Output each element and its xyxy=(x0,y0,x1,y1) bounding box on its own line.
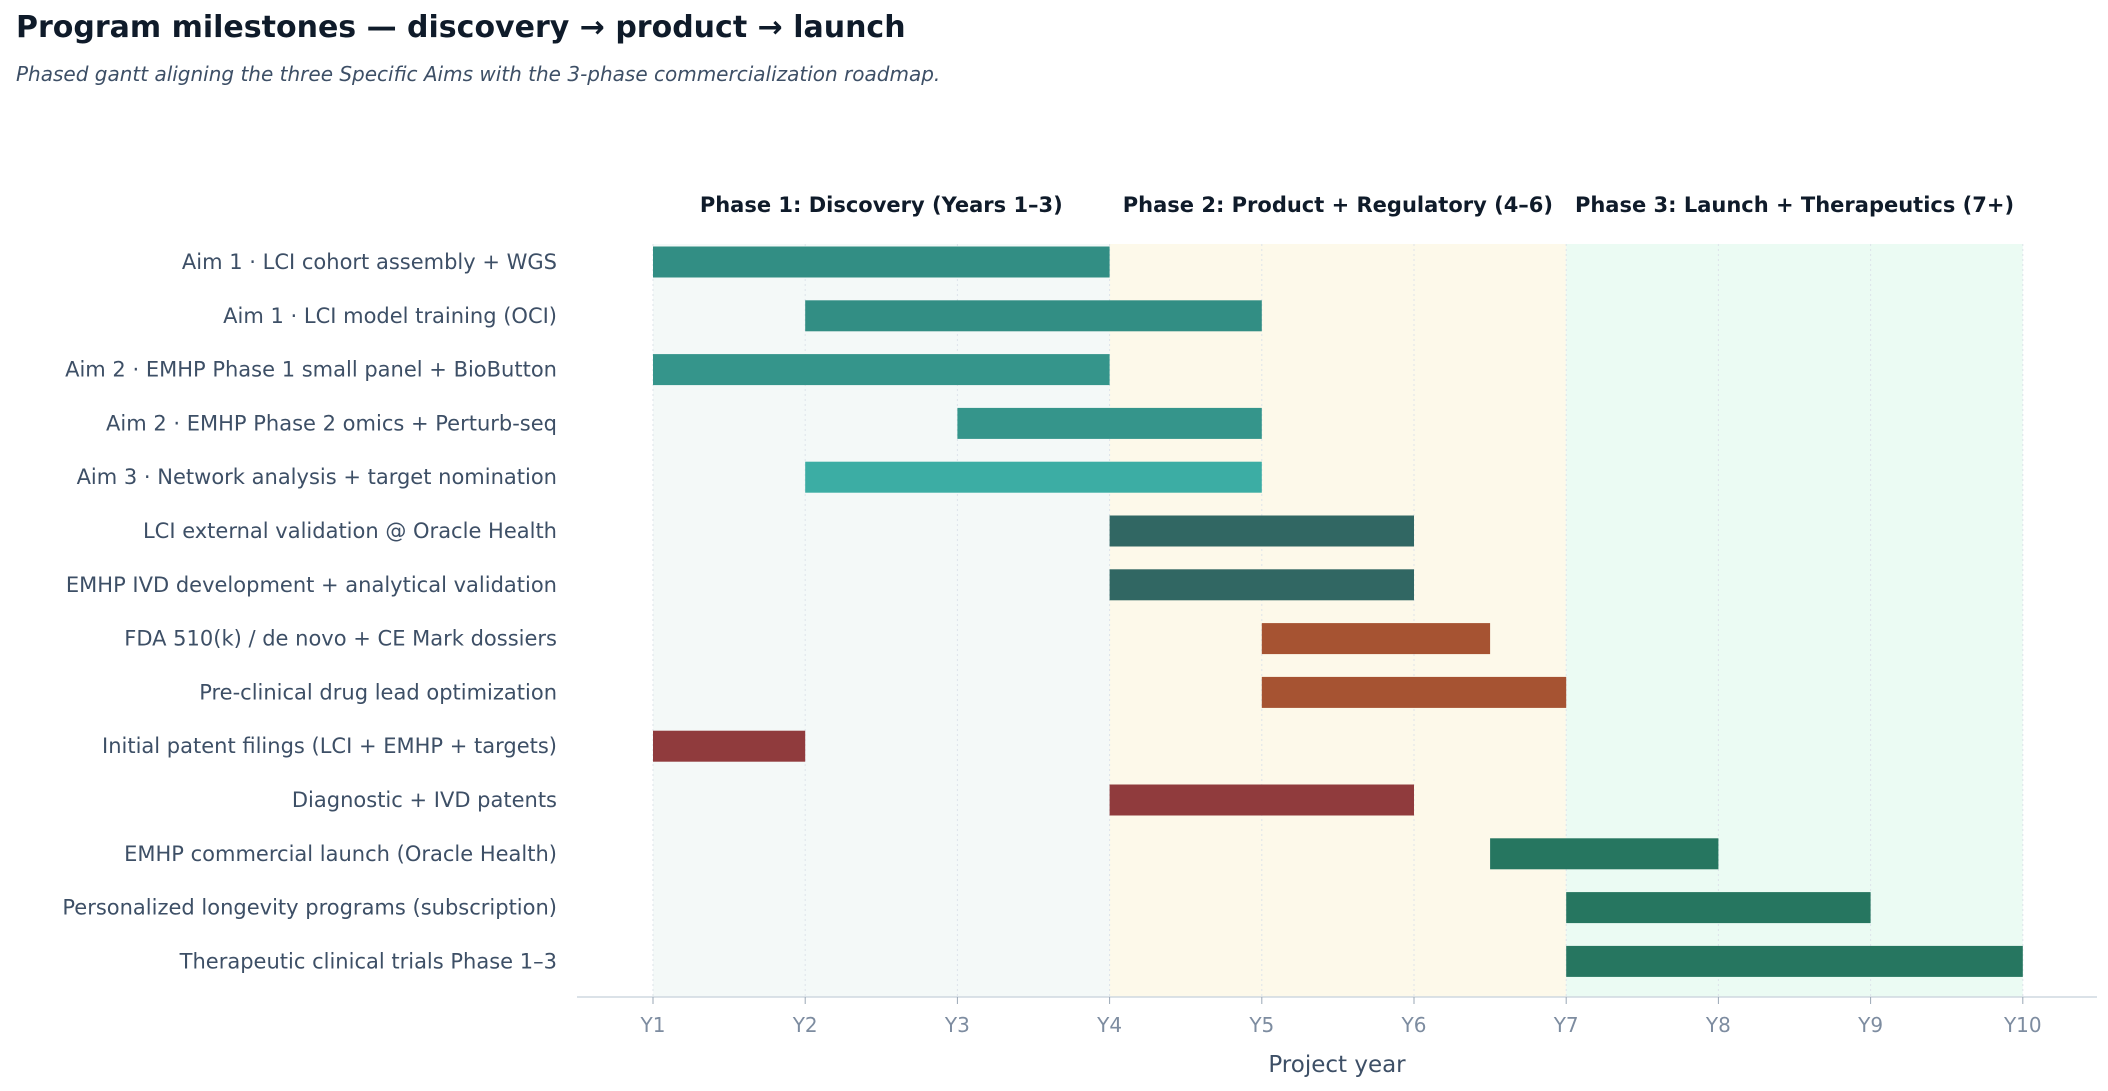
x-tick-label: Y10 xyxy=(2003,1013,2042,1037)
x-axis-title: Project year xyxy=(1268,1052,1406,1078)
task-label: Aim 2 · EMHP Phase 2 omics + Perturb-seq xyxy=(106,411,557,435)
task-bar xyxy=(653,246,1110,278)
task-bar xyxy=(805,300,1262,332)
task-bar xyxy=(1109,515,1414,547)
x-tick-label: Y6 xyxy=(1401,1013,1427,1037)
chart-title: Program milestones — discovery → product… xyxy=(16,10,906,45)
x-tick-label: Y7 xyxy=(1553,1013,1579,1037)
task-label: Aim 1 · LCI model training (OCI) xyxy=(223,304,557,328)
task-bar xyxy=(1566,945,2023,977)
task-label: FDA 510(k) / de novo + CE Mark dossiers xyxy=(124,627,557,651)
task-label: Aim 1 · LCI cohort assembly + WGS xyxy=(182,250,557,274)
task-label: Personalized longevity programs (subscri… xyxy=(62,896,557,920)
phase-labels: Phase 1: Discovery (Years 1–3) Phase 2: P… xyxy=(700,193,2014,217)
task-label: Diagnostic + IVD patents xyxy=(292,788,557,812)
task-label: LCI external validation @ Oracle Health xyxy=(143,519,557,543)
chart-subtitle: Phased gantt aligning the three Specific… xyxy=(16,62,941,86)
x-tick-label: Y8 xyxy=(1705,1013,1731,1037)
task-label: EMHP commercial launch (Oracle Health) xyxy=(124,842,557,866)
phase-label: Phase 2: Product + Regulatory (4–6) xyxy=(1123,193,1553,217)
task-label: Aim 3 · Network analysis + target nomina… xyxy=(77,465,557,489)
task-bar xyxy=(1261,623,1491,655)
task-bar xyxy=(1566,892,1871,924)
task-label: Aim 2 · EMHP Phase 1 small panel + BioBu… xyxy=(65,358,557,382)
task-label: EMHP IVD development + analytical valida… xyxy=(66,573,557,597)
x-tick-label: Y2 xyxy=(792,1013,818,1037)
x-tick-label: Y3 xyxy=(944,1013,970,1037)
task-bars xyxy=(653,246,2023,977)
x-axis-ticks: Y1 Y2 Y3 Y4 Y5 Y6 Y7 Y8 Y9 Y10 xyxy=(640,997,2042,1037)
phase-band xyxy=(1109,244,1567,997)
task-label: Pre-clinical drug lead optimization xyxy=(199,680,557,704)
phase-label: Phase 1: Discovery (Years 1–3) xyxy=(700,193,1063,217)
x-tick-label: Y4 xyxy=(1096,1013,1122,1037)
task-bar xyxy=(653,730,806,762)
phase-label: Phase 3: Launch + Therapeutics (7+) xyxy=(1575,193,2014,217)
x-tick-label: Y5 xyxy=(1248,1013,1274,1037)
task-bar xyxy=(957,407,1262,439)
task-label: Initial patent filings (LCI + EMHP + tar… xyxy=(102,734,557,758)
task-label: Therapeutic clinical trials Phase 1–3 xyxy=(179,949,557,973)
task-bar xyxy=(805,461,1262,493)
phase-bands xyxy=(653,244,2023,997)
x-tick-label: Y9 xyxy=(1857,1013,1883,1037)
task-bar xyxy=(1109,784,1414,816)
phase-band xyxy=(1566,244,2023,997)
task-labels: Aim 1 · LCI cohort assembly + WGS Aim 1 ·… xyxy=(62,250,557,973)
x-tick-label: Y1 xyxy=(640,1013,666,1037)
task-bar xyxy=(1261,676,1567,708)
task-bar xyxy=(653,354,1110,386)
task-bar xyxy=(1490,838,1719,870)
task-bar xyxy=(1109,569,1414,601)
